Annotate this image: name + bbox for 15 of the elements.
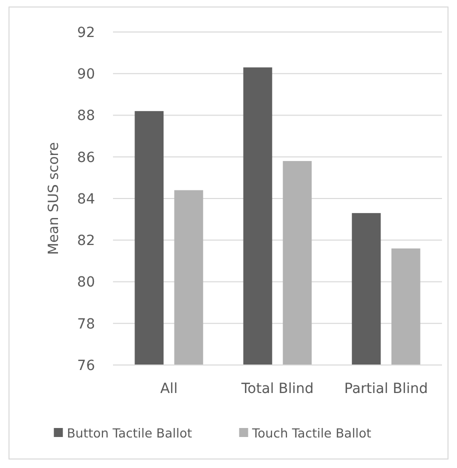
legend-label: Touch Tactile Ballot	[251, 425, 372, 440]
y-tick-label: 80	[77, 274, 95, 291]
x-tick-label: Partial Blind	[344, 381, 428, 397]
x-tick-label: All	[160, 381, 178, 397]
x-tick-label: Total Blind	[240, 381, 314, 397]
y-tick-label: 82	[77, 233, 95, 250]
y-tick-label: 76	[77, 358, 96, 374]
y-tick-label: 88	[77, 108, 95, 124]
y-tick-label: 78	[77, 316, 95, 332]
y-tick-label: 92	[77, 24, 95, 41]
legend-label: Button Tactile Ballot	[66, 425, 192, 440]
y-tick-label: 90	[77, 66, 95, 83]
y-axis-title: Mean SUS score	[46, 142, 62, 255]
y-tick-label: 86	[77, 150, 96, 166]
y-tick-label: 84	[77, 191, 96, 208]
